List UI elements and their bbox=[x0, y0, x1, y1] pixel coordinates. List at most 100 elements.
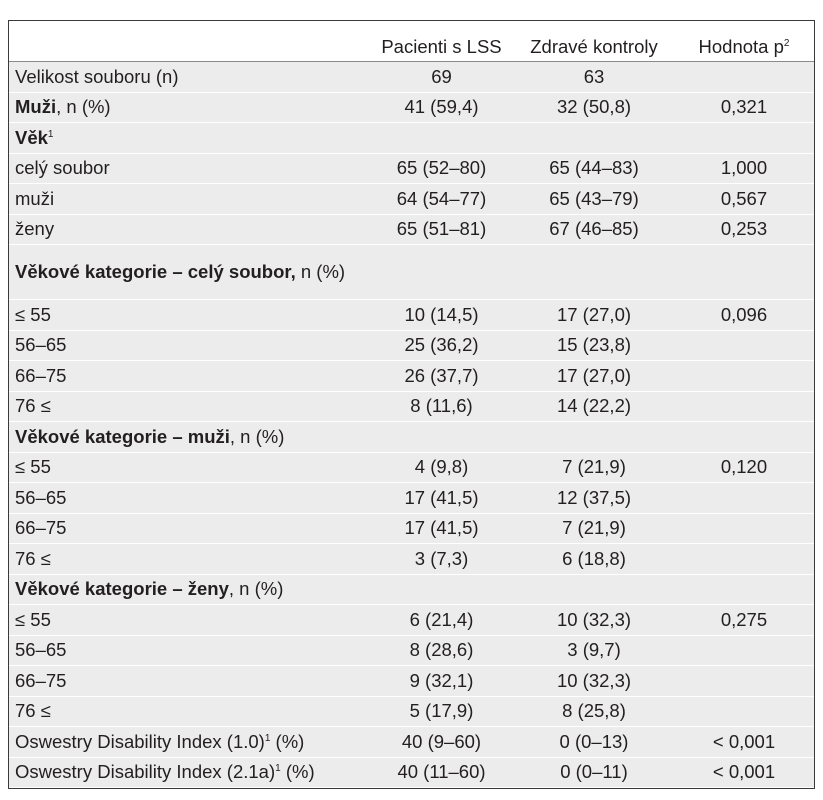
label-text: 66–75 bbox=[15, 364, 67, 386]
label-superscript: 1 bbox=[275, 763, 281, 775]
p-value bbox=[674, 513, 814, 544]
patients-value: 17 (41,5) bbox=[369, 482, 514, 514]
row-label: Věkové kategorie – ženy, n (%) bbox=[9, 574, 369, 605]
patients-value: 69 bbox=[369, 61, 514, 93]
table-row: 76 ≤ 3 (7,3) 6 (18,8) bbox=[9, 543, 814, 575]
controls-value bbox=[514, 421, 674, 453]
row-label: Oswestry Disability Index (1.0)1 (%) bbox=[9, 726, 369, 758]
p-value: 0,567 bbox=[674, 183, 814, 215]
table-row: Věk1 bbox=[9, 122, 814, 154]
row-label: 56–65 bbox=[9, 635, 369, 666]
p-value bbox=[674, 696, 814, 727]
label-text: 66–75 bbox=[15, 669, 67, 691]
controls-value: 8 (25,8) bbox=[514, 696, 674, 727]
p-value: 1,000 bbox=[674, 153, 814, 184]
p-value: < 0,001 bbox=[674, 726, 814, 758]
label-superscript: 1 bbox=[47, 128, 54, 140]
label-text: 76 ≤ bbox=[15, 547, 51, 569]
patients-value: 17 (41,5) bbox=[369, 513, 514, 544]
label-text: 66–75 bbox=[15, 517, 67, 539]
p-value bbox=[674, 543, 814, 575]
p-value: 0,096 bbox=[674, 299, 814, 331]
label-text: 56–65 bbox=[15, 639, 67, 661]
row-label: Věk1 bbox=[9, 122, 369, 154]
p-value bbox=[674, 244, 814, 300]
label-suffix: , n (%) bbox=[229, 425, 285, 447]
label-text: ≤ 55 bbox=[15, 608, 51, 630]
row-label: 76 ≤ bbox=[9, 391, 369, 422]
patients-value: 65 (51–81) bbox=[369, 214, 514, 245]
label-text: 76 ≤ bbox=[15, 700, 51, 722]
p-value bbox=[674, 122, 814, 154]
label-text: Oswestry Disability Index (1.0) bbox=[15, 730, 265, 752]
label-text: ženy bbox=[15, 218, 55, 240]
p-value bbox=[674, 421, 814, 453]
table-row: Věkové kategorie – muži, n (%) bbox=[9, 421, 814, 453]
table-row: Oswestry Disability Index (1.0)1 (%) 40 (… bbox=[9, 726, 814, 758]
controls-value: 67 (46–85) bbox=[514, 214, 674, 245]
label-text: ≤ 55 bbox=[15, 456, 51, 478]
table-row: celý soubor 65 (52–80) 65 (44–83) 1,000 bbox=[9, 153, 814, 184]
table-row: 56–65 25 (36,2) 15 (23,8) bbox=[9, 330, 814, 361]
controls-value: 3 (9,7) bbox=[514, 635, 674, 666]
patients-value: 40 (9–60) bbox=[369, 726, 514, 758]
patients-value: 64 (54–77) bbox=[369, 183, 514, 215]
controls-value: 32 (50,8) bbox=[514, 92, 674, 123]
label-text: 56–65 bbox=[15, 334, 67, 356]
table-row: 56–65 17 (41,5) 12 (37,5) bbox=[9, 482, 814, 514]
label-text: Oswestry Disability Index (2.1a) bbox=[15, 761, 276, 783]
table-row: 66–75 17 (41,5) 7 (21,9) bbox=[9, 513, 814, 544]
row-label: ≤ 55 bbox=[9, 452, 369, 483]
p-value bbox=[674, 574, 814, 605]
table-row: Velikost souboru (n) 69 63 bbox=[9, 61, 814, 93]
controls-value: 10 (32,3) bbox=[514, 665, 674, 697]
p-value bbox=[674, 665, 814, 697]
p-value: 0,253 bbox=[674, 214, 814, 245]
controls-value: 0 (0–11) bbox=[514, 757, 674, 788]
row-label: 66–75 bbox=[9, 513, 369, 544]
row-label: ≤ 55 bbox=[9, 299, 369, 331]
label-text: muži bbox=[15, 187, 55, 209]
row-label: 76 ≤ bbox=[9, 543, 369, 575]
p-value bbox=[674, 635, 814, 666]
label-bold: Věkové kategorie – muži bbox=[15, 425, 230, 447]
p-value bbox=[674, 360, 814, 392]
controls-value: 17 (27,0) bbox=[514, 299, 674, 331]
row-label: ženy bbox=[9, 214, 369, 245]
header-p-value: Hodnota p2 bbox=[674, 21, 814, 62]
patients-value: 26 (37,7) bbox=[369, 360, 514, 392]
controls-value bbox=[514, 574, 674, 605]
row-label: 76 ≤ bbox=[9, 696, 369, 727]
table-row: 56–65 8 (28,6) 3 (9,7) bbox=[9, 635, 814, 666]
p-value: 0,120 bbox=[674, 452, 814, 483]
label-text: ≤ 55 bbox=[15, 303, 51, 325]
patients-value: 65 (52–80) bbox=[369, 153, 514, 184]
p-value bbox=[674, 391, 814, 422]
label-bold: Věkové kategorie – ženy bbox=[15, 578, 229, 600]
patients-value: 8 (11,6) bbox=[369, 391, 514, 422]
header-row: Pacienti s LSS Zdravé kontroly Hodnota p… bbox=[9, 21, 814, 62]
p-value: 0,275 bbox=[674, 604, 814, 636]
patients-value: 3 (7,3) bbox=[369, 543, 514, 575]
patients-value: 8 (28,6) bbox=[369, 635, 514, 666]
controls-value: 7 (21,9) bbox=[514, 452, 674, 483]
table-row: ženy 65 (51–81) 67 (46–85) 0,253 bbox=[9, 214, 814, 245]
label-suffix: (%) bbox=[280, 761, 315, 783]
patients-value: 41 (59,4) bbox=[369, 92, 514, 123]
table-body: Velikost souboru (n) 69 63 Muži, n (%) 41 (5… bbox=[9, 61, 814, 788]
header-label-cell bbox=[9, 21, 369, 62]
patients-value: 4 (9,8) bbox=[369, 452, 514, 483]
label-text: 76 ≤ bbox=[15, 395, 51, 417]
label-suffix: , n (%) bbox=[56, 96, 111, 118]
patients-value bbox=[369, 574, 514, 605]
controls-value: 14 (22,2) bbox=[514, 391, 674, 422]
table-row: ≤ 55 4 (9,8) 7 (21,9) 0,120 bbox=[9, 452, 814, 483]
p-value bbox=[674, 482, 814, 514]
p-value: < 0,001 bbox=[674, 757, 814, 788]
table-row: 76 ≤ 8 (11,6) 14 (22,2) bbox=[9, 391, 814, 422]
row-label: Věkové kategorie – celý soubor, n (%) bbox=[9, 244, 369, 300]
controls-value: 7 (21,9) bbox=[514, 513, 674, 544]
label-suffix: , n (%) bbox=[228, 578, 284, 600]
row-label: 66–75 bbox=[9, 665, 369, 697]
p-value bbox=[674, 330, 814, 361]
